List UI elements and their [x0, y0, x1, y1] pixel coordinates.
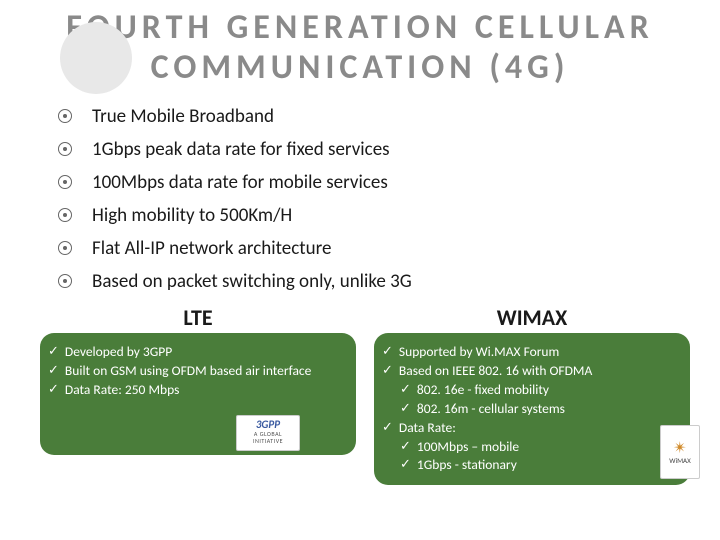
check-icon: ✓: [400, 401, 411, 417]
wimax-heading: WIMAX: [374, 304, 690, 331]
check-icon: ✓: [400, 457, 411, 473]
list-item-text: 1Gbps peak data rate for fixed services: [92, 138, 390, 161]
left-column: LTE ✓ Developed by 3GPP ✓ Built on GSM usi…: [40, 304, 356, 485]
list-item-text: Developed by 3GPP: [65, 344, 172, 361]
list-item-text: Data Rate: 250 Mbps: [65, 382, 179, 399]
main-bullet-list: True Mobile Broadband 1Gbps peak data ra…: [58, 100, 720, 298]
check-icon: ✓: [382, 344, 393, 360]
list-item: ✓ Supported by Wi.MAX Forum: [382, 343, 680, 362]
logo-icon: ✴: [673, 441, 686, 457]
check-icon: ✓: [400, 439, 411, 455]
list-item-text: Built on GSM using OFDM based air interf…: [65, 363, 311, 380]
ring-bullet-icon: [58, 241, 72, 255]
lte-box: ✓ Developed by 3GPP ✓ Built on GSM using O…: [40, 333, 356, 455]
list-item: ✓ Developed by 3GPP: [48, 343, 346, 362]
wimax-box: ✓ Supported by Wi.MAX Forum ✓ Based on IEE…: [374, 333, 690, 485]
list-item: ✓ Built on GSM using OFDM based air inter…: [48, 362, 346, 381]
list-item: ✓ 802. 16e - fixed mobility: [382, 381, 680, 400]
list-item-text: Based on packet switching only, unlike 3…: [92, 270, 412, 293]
3gpp-logo: 3GPP A GLOBAL INITIATIVE: [236, 415, 300, 451]
list-item: Flat All-IP network architecture: [58, 232, 720, 265]
list-item-text: Data Rate:: [399, 420, 456, 437]
logo-subtext: A GLOBAL INITIATIVE: [241, 431, 295, 444]
ring-bullet-icon: [58, 175, 72, 189]
list-item: True Mobile Broadband: [58, 100, 720, 133]
list-item-text: Based on IEEE 802. 16 with OFDMA: [399, 363, 592, 380]
list-item: ✓ Data Rate: 250 Mbps: [48, 381, 346, 400]
list-item: ✓ 1Gbps - stationary: [382, 456, 680, 475]
wimax-logo: ✴ WiMAX: [660, 425, 700, 479]
wimax-list: ✓ Supported by Wi.MAX Forum ✓ Based on IEE…: [382, 343, 680, 475]
decorative-circle: [60, 22, 132, 94]
list-item-text: Flat All-IP network architecture: [92, 237, 331, 260]
ring-bullet-icon: [58, 109, 72, 123]
list-item: ✓ Data Rate:: [382, 419, 680, 438]
list-item: ✓ 100Mbps – mobile: [382, 438, 680, 457]
right-column: WIMAX ✓ Supported by Wi.MAX Forum ✓ Based …: [374, 304, 690, 485]
list-item: ✓ Based on IEEE 802. 16 with OFDMA: [382, 362, 680, 381]
list-item-text: 802. 16m - cellular systems: [417, 401, 565, 418]
list-item-text: Supported by Wi.MAX Forum: [399, 344, 559, 361]
check-icon: ✓: [400, 382, 411, 398]
list-item: 100Mbps data rate for mobile services: [58, 166, 720, 199]
lte-list: ✓ Developed by 3GPP ✓ Built on GSM using O…: [48, 343, 346, 400]
list-item-text: 100Mbps – mobile: [417, 439, 519, 456]
list-item-text: 1Gbps - stationary: [417, 457, 517, 474]
list-item-text: 802. 16e - fixed mobility: [417, 382, 549, 399]
list-item: Based on packet switching only, unlike 3…: [58, 265, 720, 298]
list-item-text: 100Mbps data rate for mobile services: [92, 171, 388, 194]
check-icon: ✓: [382, 363, 393, 379]
ring-bullet-icon: [58, 208, 72, 222]
check-icon: ✓: [48, 344, 59, 360]
list-item: High mobility to 500Km/H: [58, 199, 720, 232]
ring-bullet-icon: [58, 274, 72, 288]
list-item-text: High mobility to 500Km/H: [92, 204, 292, 227]
ring-bullet-icon: [58, 142, 72, 156]
logo-text: WiMAX: [669, 457, 691, 465]
check-icon: ✓: [48, 382, 59, 398]
list-item: 1Gbps peak data rate for fixed services: [58, 133, 720, 166]
check-icon: ✓: [48, 363, 59, 379]
check-icon: ✓: [382, 420, 393, 436]
two-column-section: LTE ✓ Developed by 3GPP ✓ Built on GSM usi…: [0, 298, 720, 485]
list-item: ✓ 802. 16m - cellular systems: [382, 400, 680, 419]
list-item-text: True Mobile Broadband: [92, 105, 274, 128]
lte-heading: LTE: [40, 304, 356, 331]
